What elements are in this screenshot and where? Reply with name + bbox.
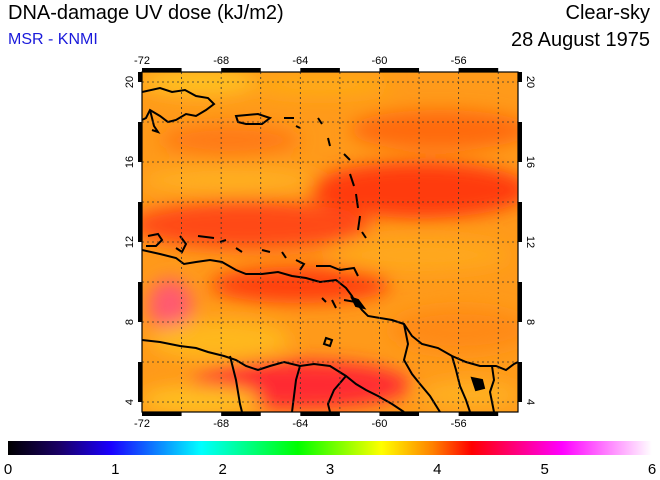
colorbar-label: 4	[433, 461, 441, 478]
frame-segment	[379, 68, 420, 72]
frame-segment	[142, 412, 182, 416]
lat-tick-right: 4	[524, 399, 536, 405]
lon-tick-top: -60	[372, 55, 388, 67]
frame-segment	[379, 412, 420, 416]
lon-tick-top: -72	[134, 55, 150, 67]
colorbar-label: 0	[4, 461, 12, 478]
lon-tick-top: -56	[451, 55, 467, 67]
frame-segment	[138, 362, 142, 402]
lon-tick-bottom: -60	[372, 418, 388, 430]
lon-tick-bottom: -56	[451, 418, 467, 430]
frame-segment	[138, 122, 142, 162]
lon-tick-bottom: -68	[213, 418, 229, 430]
colorbar-label: 5	[540, 461, 548, 478]
frame-segment	[221, 68, 261, 72]
source-label: MSR - KNMI	[8, 31, 98, 48]
lat-tick-right: 8	[524, 319, 536, 325]
frame-segment	[518, 122, 522, 162]
lat-tick-left: 4	[124, 399, 136, 405]
map-title: DNA-damage UV dose (kJ/m2)	[8, 2, 284, 24]
lat-tick-left: 8	[124, 319, 136, 325]
frame-segment	[221, 412, 261, 416]
lat-tick-right: 12	[524, 236, 536, 248]
colorbar	[8, 441, 652, 455]
colorbar-label: 6	[648, 461, 656, 478]
frame-segment	[142, 68, 182, 72]
uv-dose-field	[142, 72, 518, 412]
lat-tick-right: 16	[524, 156, 536, 168]
lat-tick-left: 16	[124, 156, 136, 168]
frame-segment	[518, 362, 522, 402]
coastlines	[142, 86, 518, 412]
lon-tick-bottom: -64	[292, 418, 308, 430]
frame-segment	[138, 282, 142, 322]
sky-condition-label: Clear-sky	[565, 2, 650, 24]
frame-segment	[300, 68, 340, 72]
frame-segment	[458, 412, 499, 416]
colorbar-label: 1	[111, 461, 119, 478]
frame-segment	[518, 202, 522, 242]
frame-segment	[518, 72, 522, 82]
lon-tick-bottom: -72	[134, 418, 150, 430]
colorbar-label: 2	[218, 461, 226, 478]
frame-segment	[138, 202, 142, 242]
lon-tick-top: -64	[292, 55, 308, 67]
lat-tick-right: 20	[524, 76, 536, 88]
frame-border	[138, 68, 522, 416]
lon-tick-top: -68	[213, 55, 229, 67]
frame-segment	[138, 72, 142, 82]
lat-tick-left: 12	[124, 236, 136, 248]
frame-segment	[300, 412, 340, 416]
lat-tick-left: 20	[124, 76, 136, 88]
frame-segment	[518, 282, 522, 322]
date-label: 28 August 1975	[510, 29, 650, 51]
frame-segment	[458, 68, 499, 72]
colorbar-label: 3	[326, 461, 334, 478]
